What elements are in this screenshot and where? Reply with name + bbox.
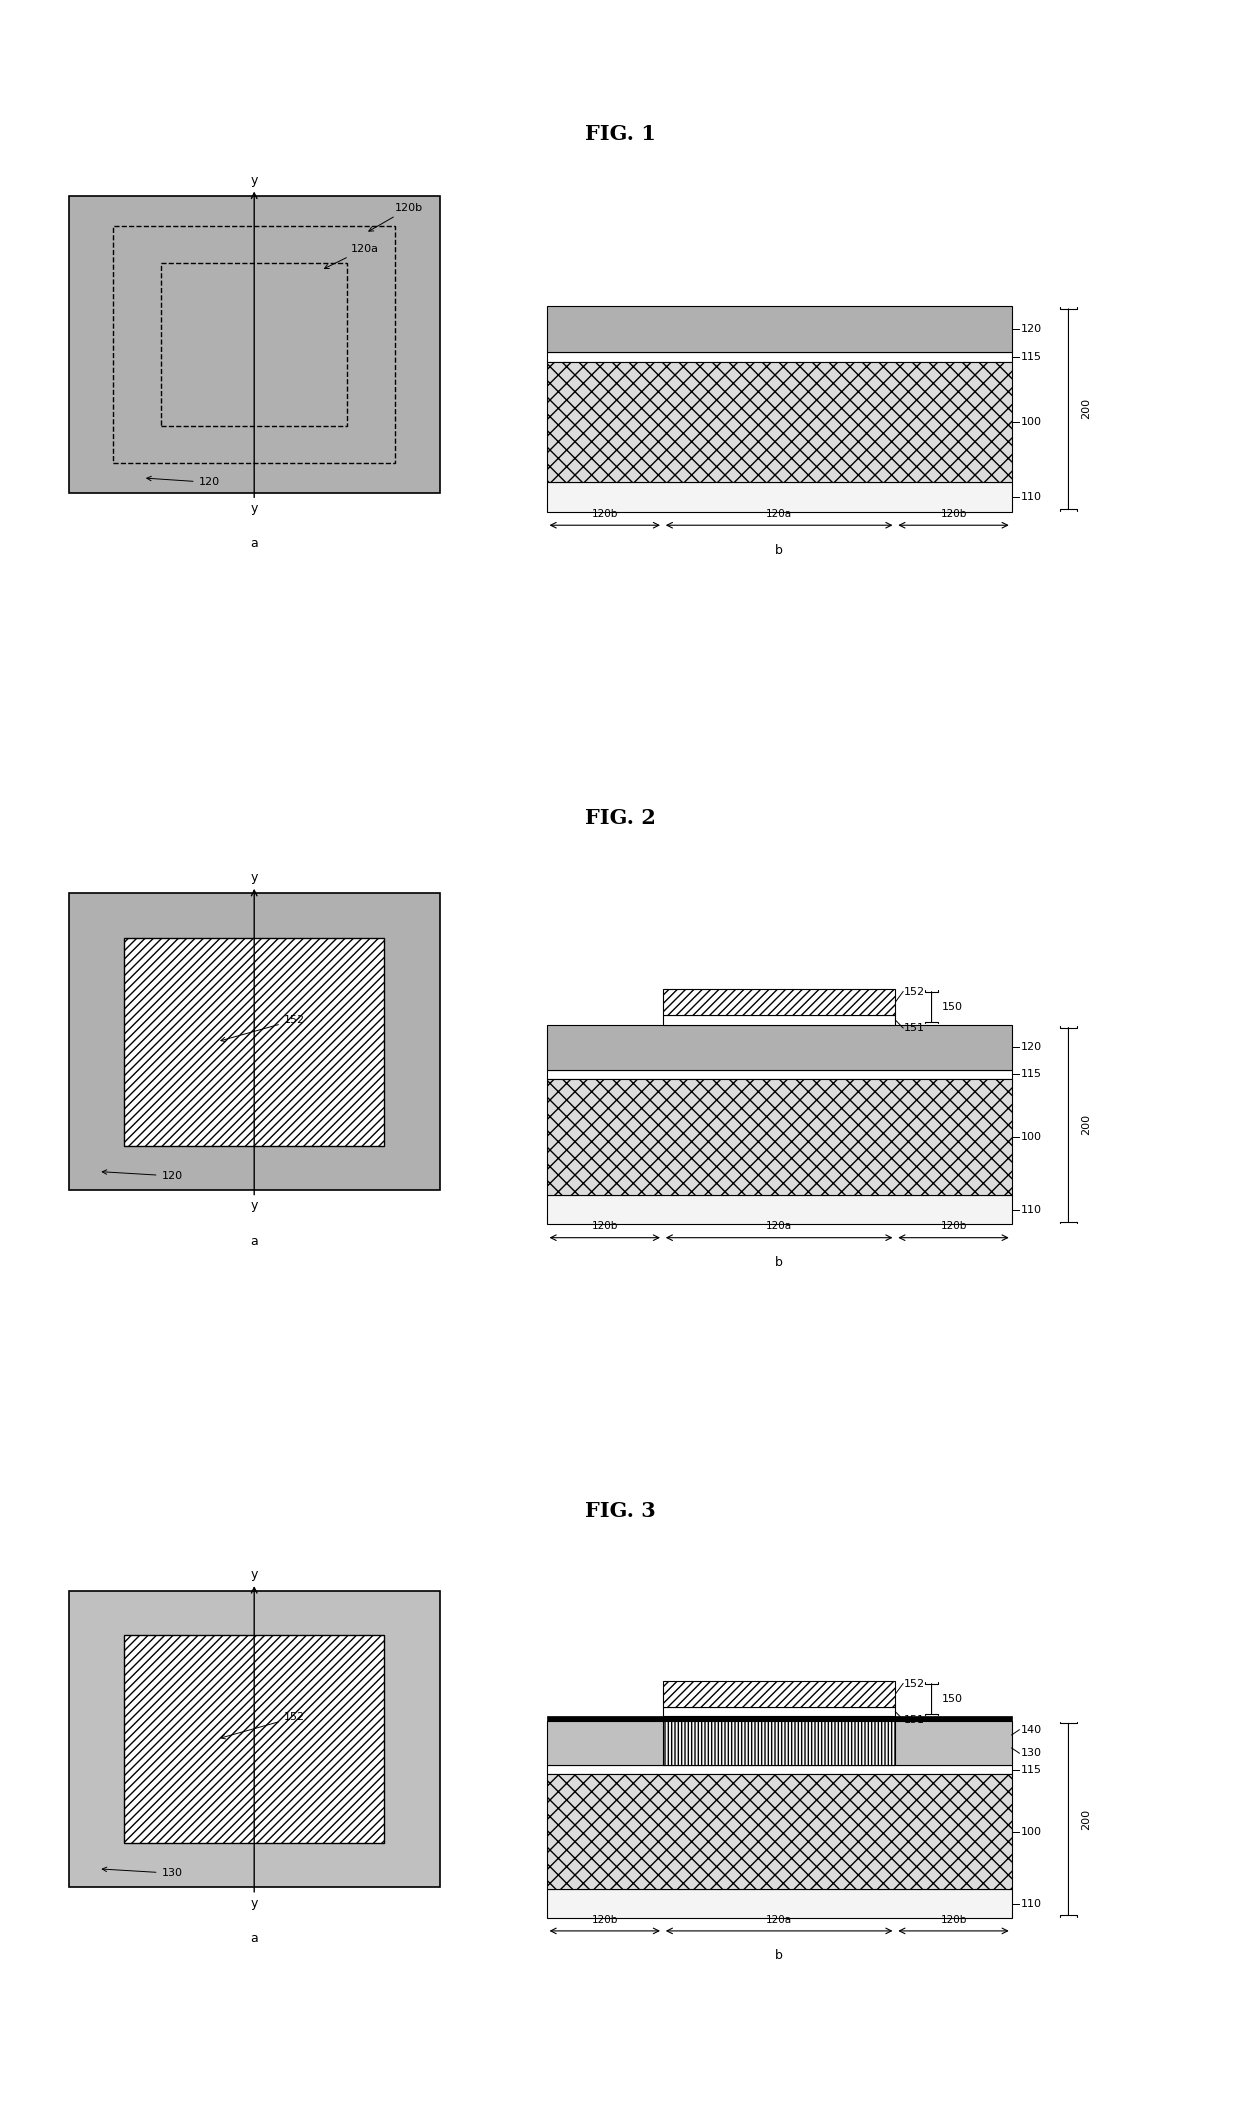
- Text: 200: 200: [1081, 1114, 1091, 1135]
- Bar: [663, 1682, 895, 1707]
- Text: 120a: 120a: [766, 509, 792, 518]
- Text: 200: 200: [1081, 1809, 1091, 1830]
- Text: y: y: [250, 1200, 258, 1213]
- Text: 110: 110: [1021, 1897, 1042, 1908]
- Text: y: y: [250, 503, 258, 516]
- Text: 151: 151: [904, 1023, 925, 1033]
- Bar: [547, 1025, 1012, 1069]
- Text: 120: 120: [1021, 1042, 1042, 1052]
- Text: a: a: [250, 1234, 258, 1247]
- Text: b: b: [775, 1948, 784, 1963]
- Bar: [547, 361, 1012, 482]
- Bar: [663, 1720, 895, 1764]
- Text: y: y: [250, 871, 258, 883]
- Bar: [547, 306, 1012, 353]
- Text: y: y: [250, 1897, 258, 1910]
- Bar: [68, 197, 440, 492]
- Text: a: a: [250, 1931, 258, 1944]
- Text: 152: 152: [904, 1678, 925, 1688]
- Bar: [113, 226, 396, 463]
- Text: 120b: 120b: [591, 1914, 618, 1925]
- Bar: [547, 1764, 1012, 1775]
- Bar: [547, 1196, 1012, 1226]
- Bar: [663, 1016, 895, 1025]
- Text: 200: 200: [1081, 397, 1091, 418]
- Text: 100: 100: [1021, 416, 1042, 427]
- Text: FIG. 3: FIG. 3: [584, 1502, 656, 1521]
- Bar: [68, 894, 440, 1190]
- Text: 120b: 120b: [940, 1914, 967, 1925]
- Text: 152: 152: [221, 1014, 305, 1042]
- Bar: [547, 1775, 1012, 1889]
- Bar: [547, 1080, 1012, 1196]
- Text: 152: 152: [221, 1712, 305, 1739]
- Bar: [161, 262, 347, 427]
- Bar: [547, 353, 1012, 361]
- Text: 150: 150: [942, 1695, 963, 1703]
- Text: 120b: 120b: [940, 1221, 967, 1232]
- Bar: [68, 1591, 440, 1887]
- Bar: [663, 989, 895, 1016]
- Text: 151: 151: [904, 1714, 925, 1724]
- Text: 110: 110: [1021, 492, 1042, 501]
- Bar: [124, 938, 384, 1145]
- Text: 120: 120: [102, 1171, 182, 1181]
- Text: 120: 120: [146, 475, 219, 488]
- Text: 120a: 120a: [766, 1914, 792, 1925]
- Text: 100: 100: [1021, 1828, 1042, 1836]
- Text: 110: 110: [1021, 1204, 1042, 1215]
- Text: 152: 152: [904, 987, 925, 997]
- Bar: [547, 1716, 1012, 1720]
- Bar: [547, 1889, 1012, 1919]
- Text: 100: 100: [1021, 1133, 1042, 1143]
- Text: 140: 140: [1021, 1724, 1042, 1735]
- Text: 120b: 120b: [940, 509, 967, 518]
- Bar: [547, 482, 1012, 511]
- Text: 120a: 120a: [325, 243, 378, 268]
- Text: FIG. 1: FIG. 1: [584, 125, 656, 144]
- Text: 120b: 120b: [368, 203, 423, 230]
- Bar: [547, 1069, 1012, 1080]
- Text: b: b: [775, 1255, 784, 1270]
- Bar: [124, 1635, 384, 1843]
- Text: y: y: [250, 173, 258, 186]
- Text: 115: 115: [1021, 1069, 1042, 1080]
- Text: 120a: 120a: [766, 1221, 792, 1232]
- Bar: [663, 1707, 895, 1716]
- Text: 130: 130: [102, 1868, 182, 1878]
- Text: 120b: 120b: [591, 509, 618, 518]
- Text: 115: 115: [1021, 1764, 1042, 1775]
- Text: a: a: [250, 537, 258, 549]
- Text: y: y: [250, 1568, 258, 1581]
- Text: 130: 130: [1021, 1747, 1042, 1758]
- Text: FIG. 2: FIG. 2: [584, 809, 656, 828]
- Text: 120b: 120b: [591, 1221, 618, 1232]
- Text: 115: 115: [1021, 353, 1042, 361]
- Text: 150: 150: [942, 1002, 963, 1012]
- Bar: [547, 1720, 1012, 1764]
- Text: b: b: [775, 545, 784, 558]
- Text: 120: 120: [1021, 323, 1042, 334]
